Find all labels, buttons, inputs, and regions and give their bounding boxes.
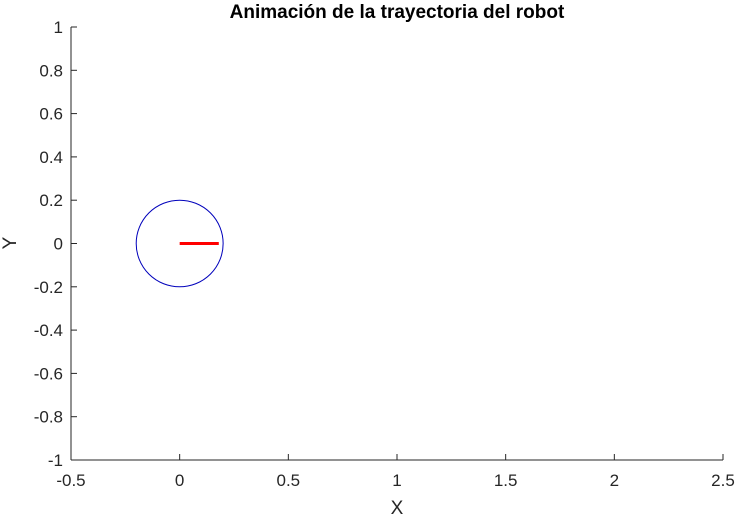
x-tick-label: 0 xyxy=(175,471,184,490)
x-tick-label: 2.5 xyxy=(711,471,735,490)
x-tick-label: 0.5 xyxy=(277,471,301,490)
plot-area xyxy=(135,199,224,288)
y-tick-label: -0.2 xyxy=(34,278,63,297)
x-tick-label: 1 xyxy=(392,471,401,490)
axes: -0.5 0 0.5 1 1.5 2 2.5 -1 -0.8 -0.6 -0.4 -0.2 0 0.2 0.… xyxy=(34,18,735,490)
x-tick-label: -0.5 xyxy=(56,471,85,490)
y-tick-label: 0.6 xyxy=(39,105,63,124)
y-axis-label: Y xyxy=(0,236,21,249)
y-tick-label: 0.8 xyxy=(39,61,63,80)
robot-body-circle xyxy=(135,199,224,288)
y-tick-label: -0.4 xyxy=(34,321,63,340)
x-tick-label: 2 xyxy=(610,471,619,490)
y-tick-label: 0.2 xyxy=(39,191,63,210)
y-tick-label: -1 xyxy=(48,451,63,470)
x-tick-label: 1.5 xyxy=(494,471,518,490)
y-tick-label: 1 xyxy=(54,18,63,37)
chart-title: Animación de la trayectoria del robot xyxy=(230,2,565,23)
y-tick-label: -0.6 xyxy=(34,364,63,383)
y-tick-label: -0.8 xyxy=(34,408,63,427)
y-tick-label: 0.4 xyxy=(39,148,63,167)
x-axis-label: X xyxy=(391,498,404,516)
y-tick-label: 0 xyxy=(54,235,63,254)
